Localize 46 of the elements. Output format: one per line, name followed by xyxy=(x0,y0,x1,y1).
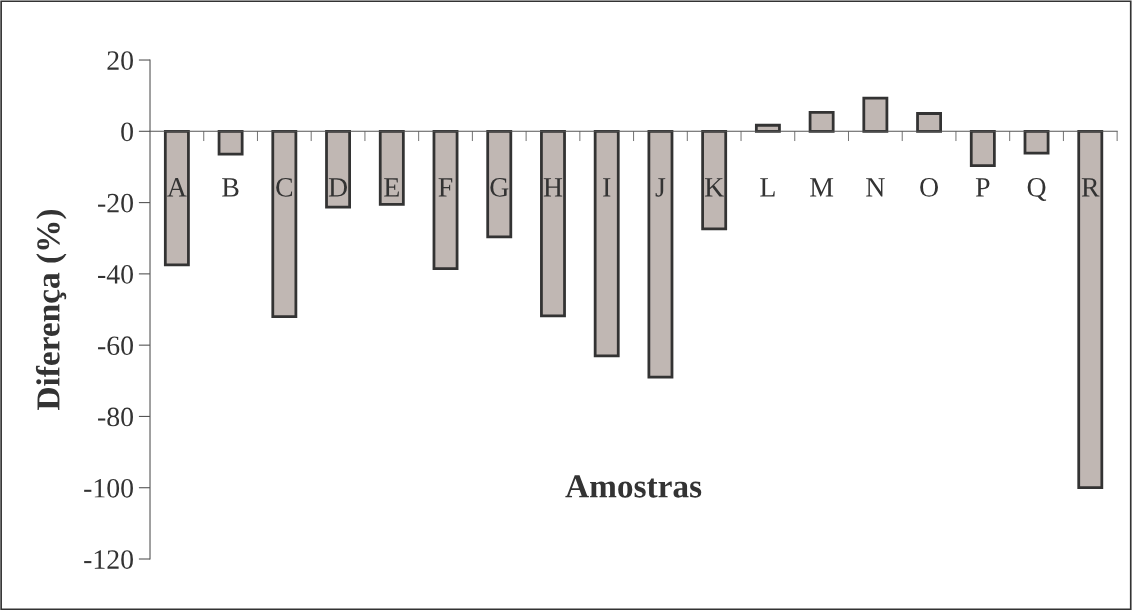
x-tick-label: Q xyxy=(1027,178,1047,201)
bar xyxy=(754,123,781,133)
x-tick-label: J xyxy=(655,178,666,197)
bar xyxy=(432,129,459,270)
x-tick-label: C xyxy=(276,178,293,197)
bar xyxy=(647,129,674,379)
bar xyxy=(593,129,620,358)
x-tick-label: O xyxy=(920,178,938,197)
bar xyxy=(271,129,298,319)
x-tick-label: D xyxy=(328,178,347,197)
y-tick-label: 0 xyxy=(121,122,133,142)
y-tick-label: 20 xyxy=(107,51,133,70)
bar xyxy=(378,129,405,206)
bar xyxy=(862,96,889,133)
bar xyxy=(540,129,566,318)
bar xyxy=(217,129,244,156)
y-tick-label: -80 xyxy=(98,407,133,427)
y-tick-label: -20 xyxy=(98,193,133,213)
x-axis-title: Amostras xyxy=(565,475,702,498)
bar xyxy=(1023,129,1050,155)
x-tick-label: G xyxy=(490,178,509,197)
bar xyxy=(701,129,728,231)
x-tick-label: B xyxy=(222,178,239,197)
bar xyxy=(1077,129,1104,490)
x-tick-label: A xyxy=(167,178,187,197)
x-tick-label: N xyxy=(866,178,885,197)
bar xyxy=(916,112,943,133)
x-tick-label: E xyxy=(384,178,399,197)
y-tick-label: -120 xyxy=(84,550,133,569)
y-tick-label: -100 xyxy=(84,478,133,498)
bar xyxy=(486,129,513,239)
x-tick-label: L xyxy=(760,178,775,197)
x-tick-label: F xyxy=(438,178,453,197)
x-tick-label: H xyxy=(543,178,563,197)
x-tick-label: P xyxy=(975,178,990,197)
x-tick-label: R xyxy=(1081,178,1100,197)
x-tick-label: M xyxy=(810,178,834,197)
bar xyxy=(163,129,190,267)
y-axis-title: Diferença (%) xyxy=(35,209,67,410)
x-tick-label: I xyxy=(603,178,611,197)
bar xyxy=(969,129,996,167)
x-tick-label: K xyxy=(704,178,724,197)
bar xyxy=(325,129,351,209)
bar xyxy=(808,111,835,133)
y-tick-label: -60 xyxy=(98,336,133,356)
y-tick-label: -40 xyxy=(98,265,133,284)
